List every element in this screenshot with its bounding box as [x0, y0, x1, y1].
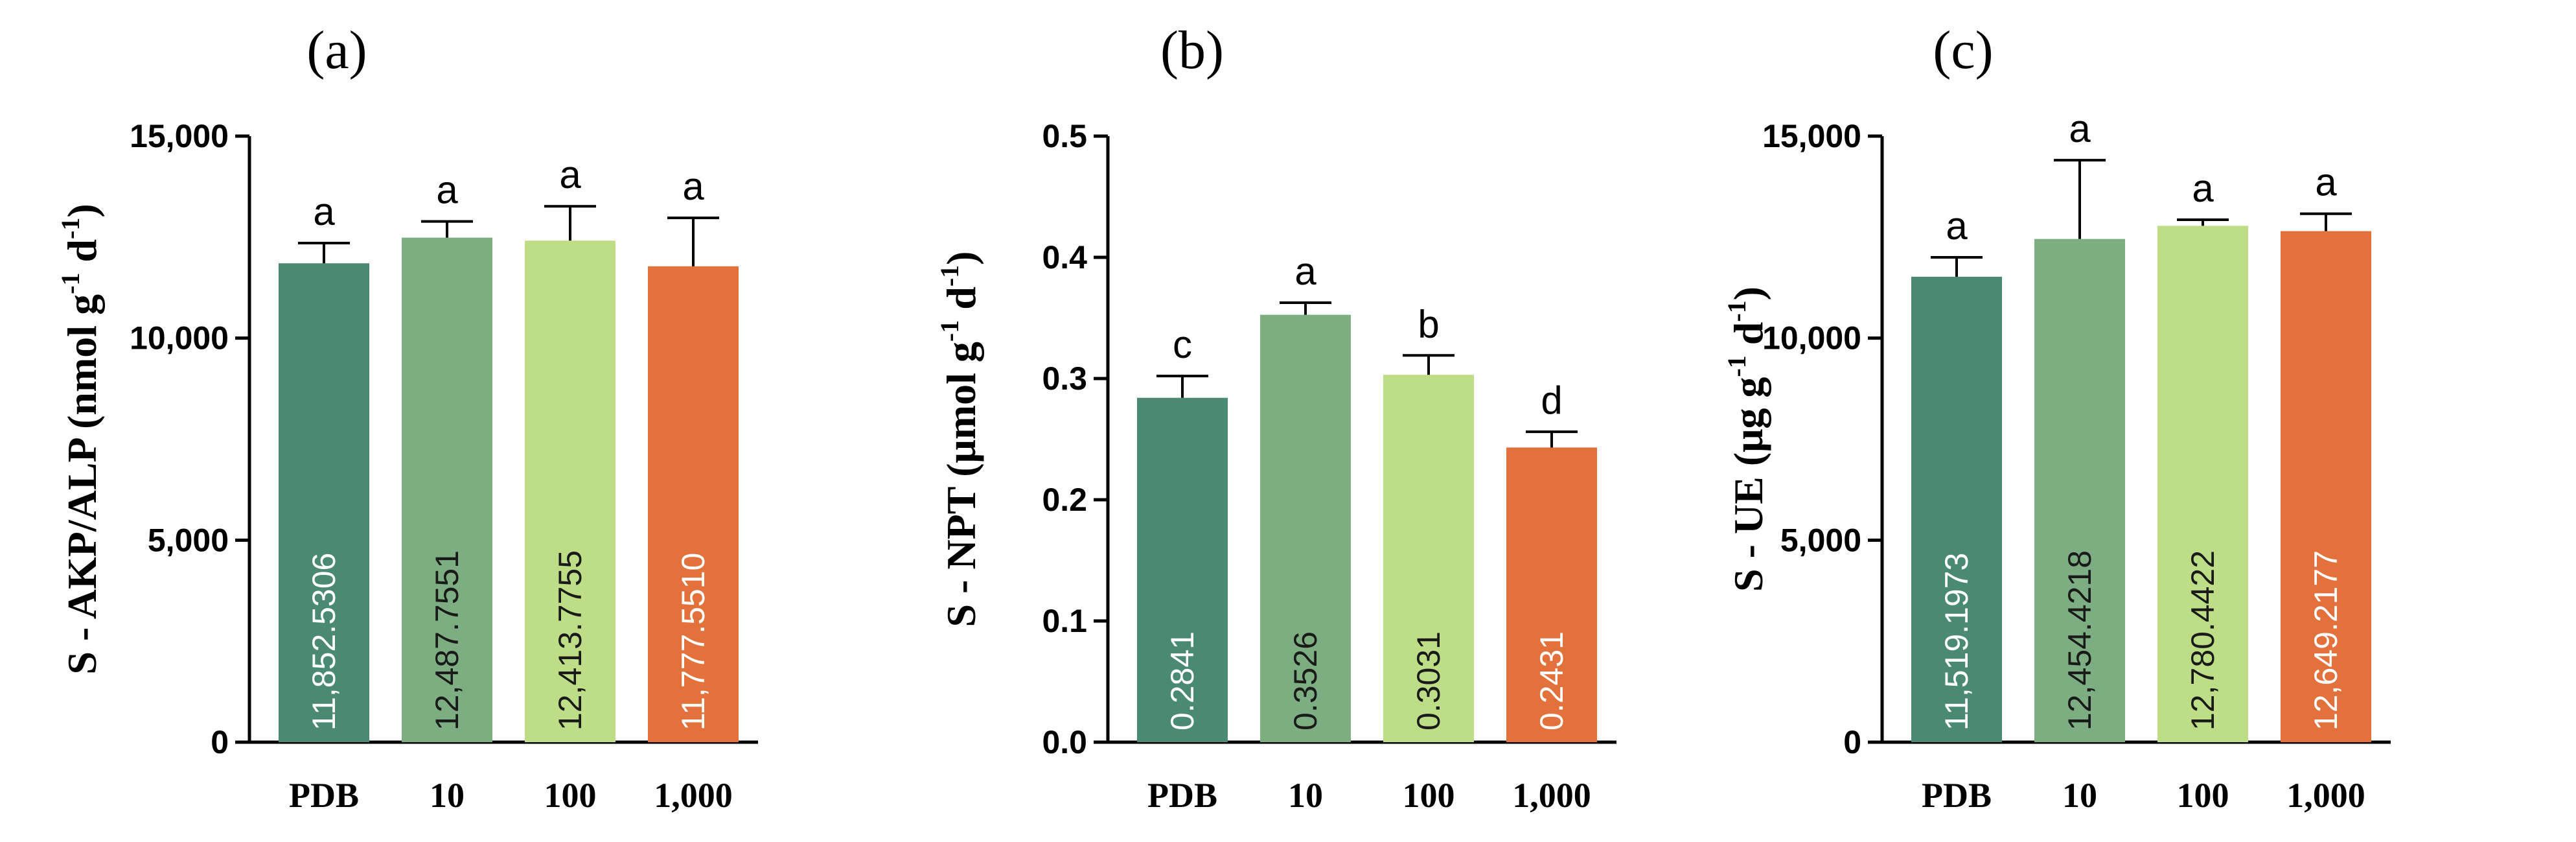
panel-title: (a) — [306, 20, 367, 80]
significance-letter: c — [1173, 323, 1192, 366]
significance-letter: b — [1418, 302, 1439, 345]
y-axis-label-part: -1 — [56, 218, 85, 239]
bar-value-label: 11,519.1973 — [1938, 553, 1975, 731]
y-tick-label: 15,000 — [1762, 118, 1861, 154]
significance-letter: a — [1946, 204, 1968, 248]
y-axis-label: S - UE (μg g-1 d-1) — [1722, 287, 1771, 592]
x-tick-label: 100 — [1403, 776, 1455, 815]
x-tick-label: 100 — [544, 776, 597, 815]
significance-letter: a — [2315, 161, 2337, 204]
bar-value-label: 0.2431 — [1534, 631, 1570, 731]
y-tick-label: 0.2 — [1042, 482, 1087, 518]
significance-letter: a — [2069, 107, 2091, 150]
y-tick-label: 0.3 — [1042, 360, 1087, 397]
bar-value-label: 0.2841 — [1164, 631, 1201, 731]
x-tick-label: 1,000 — [654, 776, 733, 815]
significance-letter: d — [1541, 379, 1562, 422]
y-axis-label-part: d — [1725, 322, 1771, 356]
bar — [1137, 397, 1228, 742]
bar-value-label: 11,852.5306 — [306, 553, 342, 731]
y-axis-label-part: S - NPT (μmol g — [938, 342, 984, 627]
bar — [1383, 375, 1474, 742]
bar-value-label: 12,413.7755 — [552, 550, 588, 731]
y-axis-label-part: d — [59, 239, 105, 273]
significance-letter: a — [313, 190, 335, 233]
x-tick-label: PDB — [1922, 776, 1992, 815]
bar — [1506, 447, 1597, 742]
significance-letter: a — [682, 165, 704, 208]
bar-value-label: 12,454.4218 — [2062, 550, 2098, 731]
y-axis-label-part: S - UE (μg g — [1725, 377, 1771, 592]
bar — [1260, 314, 1351, 742]
y-tick-label: 5,000 — [1780, 522, 1861, 558]
bar — [648, 266, 739, 743]
chart-panel-1: (a) 0 5,000 10,000 15,000 S - AKP/ALP (nmol g… — [56, 20, 758, 815]
y-axis-label-part: S - AKP/ALP (nmol g — [59, 294, 105, 675]
significance-letter: a — [2192, 167, 2214, 210]
bar-value-label: 12,487.7551 — [429, 550, 465, 731]
chart-panel-2: (b)0.00.10.20.30.40.5S - NPT (μmol g-1 d… — [935, 20, 1616, 815]
y-tick-label: 15,000 — [130, 118, 229, 154]
x-tick-label: 10 — [430, 776, 465, 815]
bar — [279, 263, 369, 742]
y-tick-label: 0.1 — [1042, 603, 1087, 639]
bar-value-label: 0.3031 — [1410, 631, 1447, 731]
significance-letter: a — [1294, 250, 1317, 293]
bar-value-label: 12,649.2177 — [2308, 550, 2344, 731]
y-tick-label: 0.4 — [1042, 239, 1087, 275]
bar — [525, 240, 615, 742]
significance-letter: a — [436, 169, 458, 212]
y-axis-label-part: -1 — [1722, 300, 1751, 322]
bar — [2157, 226, 2248, 743]
y-axis-label-part: d — [938, 287, 984, 320]
y-axis-label-part: ) — [1725, 287, 1771, 300]
y-axis-label-part: -1 — [56, 273, 85, 294]
x-tick-label: PDB — [1147, 776, 1217, 815]
x-tick-label: 10 — [2062, 776, 2097, 815]
y-tick-label: 0 — [211, 724, 229, 760]
y-tick-label: 0.5 — [1042, 118, 1087, 154]
y-tick-label: 0.0 — [1042, 724, 1087, 760]
x-tick-label: PDB — [289, 776, 359, 815]
bar — [2281, 231, 2371, 742]
y-axis-label: S - AKP/ALP (nmol g-1 d-1) — [56, 204, 105, 674]
bar — [1911, 276, 2002, 742]
bar-value-label: 11,777.5510 — [675, 553, 711, 731]
panel-title: (b) — [1160, 20, 1224, 80]
y-axis-label-part: -1 — [1722, 355, 1751, 377]
y-axis-label: S - NPT (μmol g-1 d-1) — [935, 251, 984, 627]
y-tick-label: 10,000 — [1762, 320, 1861, 357]
y-axis-label-part: ) — [59, 204, 105, 217]
y-axis-label-part: -1 — [935, 265, 964, 287]
bar-value-label: 0.3526 — [1287, 631, 1324, 731]
bar — [402, 237, 492, 743]
x-tick-label: 1,000 — [2286, 776, 2365, 815]
y-axis-label-part: -1 — [935, 320, 964, 342]
x-tick-label: 10 — [1288, 776, 1323, 815]
panel-title: (c) — [1933, 20, 1993, 80]
x-tick-label: 1,000 — [1512, 776, 1591, 815]
y-tick-label: 5,000 — [148, 522, 229, 558]
bar-value-label: 12,780.4422 — [2185, 550, 2221, 731]
y-axis-label-part: ) — [938, 251, 984, 265]
y-tick-label: 10,000 — [130, 320, 229, 357]
y-tick-label: 0 — [1843, 724, 1861, 760]
significance-letter: a — [559, 153, 581, 196]
bar — [2034, 239, 2125, 742]
x-tick-label: 100 — [2177, 776, 2229, 815]
